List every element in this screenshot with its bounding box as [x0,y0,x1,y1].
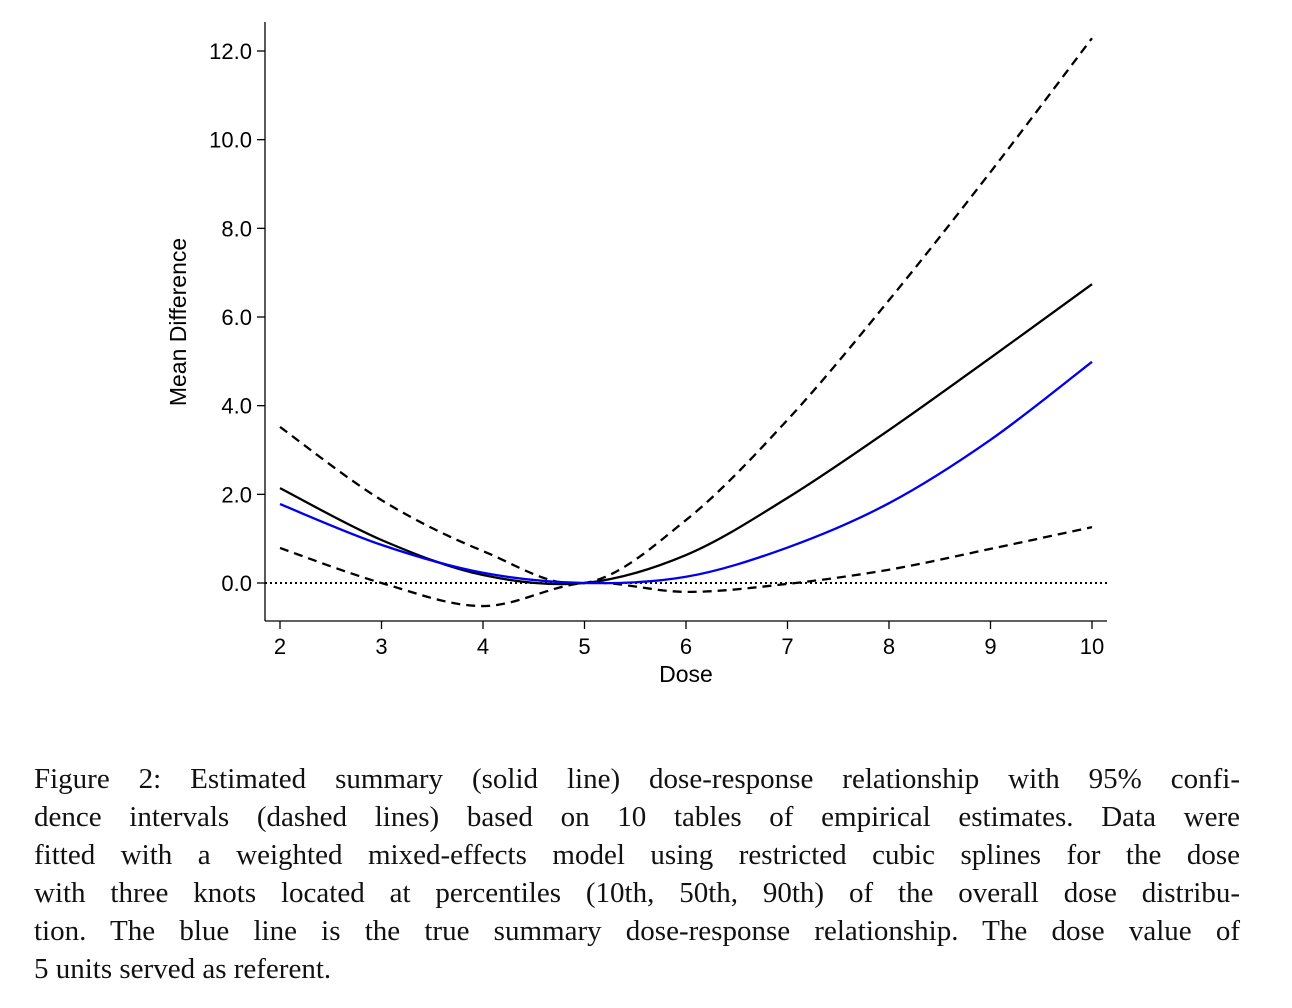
y-axis-title: Mean Difference [165,238,191,406]
axes: 0.0 2.0 4.0 6.0 8.0 10.0 12.0 2 3 4 5 6 7 8 9 10 [209,22,1107,659]
figure-caption: Figure 2: Estimated summary (solid line)… [34,760,1240,988]
y-tick-label: 2.0 [221,482,252,507]
x-tick-label: 7 [781,634,793,659]
y-tick-label: 0.0 [221,571,252,596]
caption-line: tion. The blue line is the true summary … [34,915,1240,947]
series-line-upper-95-ci [279,37,1093,585]
dose-response-chart: 0.0 2.0 4.0 6.0 8.0 10.0 12.0 2 3 4 5 6 7 8 9 10 Dose M… [165,22,1107,687]
caption-line: 5 units served as referent. [34,953,332,985]
caption-line: fitted with a weighted mixed-effects mod… [34,839,1240,871]
series-line-true-summary [279,360,1093,585]
x-tick-label: 4 [477,634,489,659]
y-tick-label: 10.0 [209,128,252,153]
y-tick-label: 8.0 [221,216,252,241]
x-tick-label: 9 [984,634,996,659]
caption-line: Figure 2: Estimated summary (solid line)… [34,763,1240,795]
x-tick-label: 8 [883,634,895,659]
x-tick-label: 2 [274,634,286,659]
x-tick-label: 3 [375,634,387,659]
x-axis-title: Dose [659,661,713,687]
series-line-estimated-summary [279,283,1093,586]
y-tick-label: 12.0 [209,39,252,64]
x-tick-label: 6 [680,634,692,659]
series-line-lower-95-ci [279,526,1093,608]
caption-line: with three knots located at percentiles … [34,877,1240,909]
x-tick-label: 5 [578,634,590,659]
chart-marks [265,37,1107,608]
caption-line: dence intervals (dashed lines) based on … [34,801,1240,833]
y-tick-label: 4.0 [221,394,252,419]
y-tick-label: 6.0 [221,305,252,330]
x-tick-label: 10 [1080,634,1104,659]
